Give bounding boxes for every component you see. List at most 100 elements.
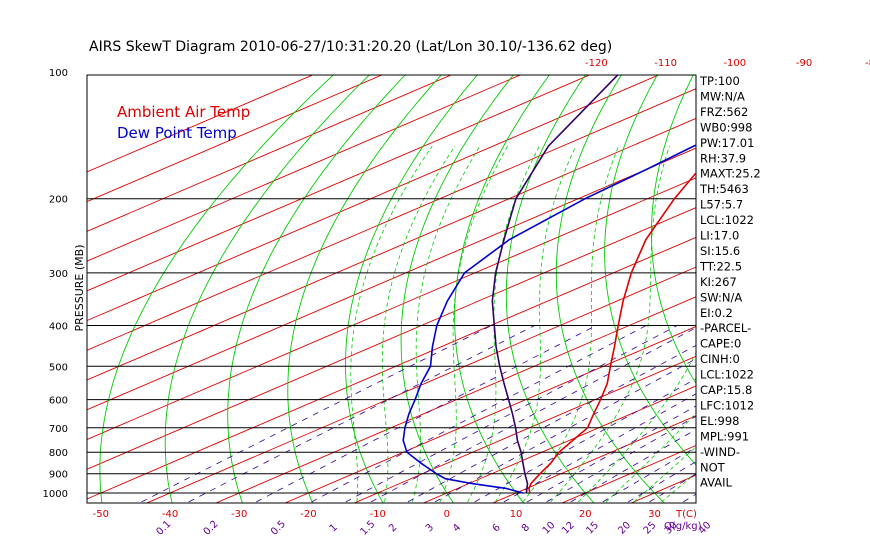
mixing-ratio-label: 4 [451, 522, 463, 534]
mixing-ratio-line [188, 325, 535, 503]
isotherm-line [422, 385, 696, 503]
isotherm-line [87, 75, 453, 232]
dry-adiabat-line [164, 75, 370, 503]
stability-index-text: WB0:998 [700, 120, 752, 134]
isotherm-line [491, 415, 696, 503]
stability-index-text: FRZ:562 [700, 105, 748, 119]
isotherm-line [87, 75, 383, 203]
mixing-ratio-label: 8 [520, 522, 532, 534]
pressure-tick-label: 200 [49, 195, 68, 206]
legend-ambient-air-temp: Ambient Air Temp [117, 103, 250, 121]
isotherm-line [87, 177, 696, 440]
stability-index-text: EL:998 [700, 414, 740, 428]
mixing-ratio-label: 10 [541, 520, 558, 537]
dry-adiabat-line [866, 65, 870, 511]
stability-index-text: CAP:15.8 [700, 383, 752, 397]
stability-index-text: TH:5463 [699, 182, 749, 196]
mixing-ratio-label: 12 [560, 520, 577, 537]
dry-adiabat-line [651, 75, 696, 385]
bottom-temp-tick-label: -40 [162, 509, 178, 520]
stability-index-text: PW:17.01 [700, 136, 754, 150]
mixing-ratio-label: 1.5 [359, 519, 378, 538]
top-temp-tick-label: -120 [585, 58, 608, 69]
stability-index-text: SI:15.6 [700, 244, 740, 258]
stability-index-text: NOT [700, 460, 726, 474]
bottom-temp-tick-label: -20 [300, 509, 316, 520]
top-temp-tick-label: -100 [723, 58, 746, 69]
pressure-tick-label: 100 [49, 68, 68, 79]
isotherm-line [87, 147, 696, 411]
bottom-temp-tick-label: -50 [93, 509, 109, 520]
mixing-ratio-label: 15 [584, 520, 601, 537]
pressure-tick-label: 600 [49, 396, 68, 407]
stability-index-text: MAXT:25.2 [700, 167, 761, 181]
mixing-ratio-line [503, 393, 696, 503]
stability-index-text: MPL:991 [700, 429, 749, 443]
temperature-unit-label: T(C) [675, 509, 697, 520]
mixing-ratio-label: 2 [387, 522, 399, 534]
bottom-temp-tick-label: 20 [579, 509, 592, 520]
dry-adiabat-line [287, 75, 442, 503]
dry-adiabat-line [784, 65, 870, 511]
mixing-ratio-line [649, 473, 696, 503]
pressure-tick-label: 1000 [43, 489, 68, 500]
bottom-temp-tick-label: 0 [444, 509, 450, 520]
mixing-ratio-label: 0.5 [269, 519, 288, 538]
mixing-ratio-label: 0.2 [202, 519, 221, 538]
bottom-temp-tick-label: 30 [648, 509, 661, 520]
mixing-ratio-line [628, 461, 696, 503]
legend-dew-point-temp: Dew Point Temp [117, 124, 237, 142]
top-temp-tick-label: -110 [654, 58, 677, 69]
stability-index-text: LI:17.0 [700, 229, 739, 243]
isotherm-line [752, 63, 870, 511]
pressure-axis-label: PRESSURE (MB) [73, 245, 86, 332]
moist-adiabat-line [381, 145, 456, 502]
moist-adiabat-line [633, 446, 696, 503]
dry-adiabat-line [604, 75, 696, 466]
mixing-ratio-label: 3 [424, 522, 436, 534]
stability-index-text: -PARCEL- [700, 321, 751, 335]
dry-adiabat-line [400, 75, 514, 503]
stability-index-text: LCL:1022 [700, 368, 754, 382]
isotherm-line [87, 75, 314, 173]
isotherm-line [87, 75, 522, 262]
stability-index-text: EI:0.2 [700, 306, 733, 320]
chart-title: AIRS SkewT Diagram 2010-06-27/10:31:20.2… [89, 39, 612, 55]
pressure-tick-label: 700 [49, 424, 68, 435]
isotherm-line [87, 88, 696, 351]
mixing-ratio-line [256, 325, 597, 503]
mixing-ratio-label: 20 [616, 520, 633, 537]
pressure-tick-label: 900 [49, 470, 68, 481]
dry-adiabat-line [825, 65, 870, 511]
dew-point-temp-line [402, 144, 696, 494]
stability-index-text: CINH:0 [700, 352, 740, 366]
isotherm-line [353, 355, 696, 503]
isobar-lines [86, 74, 697, 504]
parcel-line [491, 75, 619, 494]
moist-adiabat-line [439, 145, 509, 503]
mixing-ratio-label: 1 [328, 522, 340, 534]
bottom-temp-tick-label: 10 [510, 509, 523, 520]
mixing-ratio-line [370, 327, 696, 503]
isotherm-line [87, 75, 660, 322]
pressure-tick-label: 800 [49, 448, 68, 459]
stability-index-text: MW:N/A [700, 89, 745, 103]
stability-index-text: TP:100 [699, 74, 740, 88]
stability-index-text: AVAIL [700, 476, 733, 490]
ambient-air-temp-line [528, 171, 696, 494]
plot-frame [86, 74, 697, 504]
stability-index-text: CAPE:0 [700, 337, 741, 351]
dry-adiabat-line [99, 75, 334, 503]
dry-adiabat-line [227, 75, 406, 503]
stability-index-text: KI:267 [700, 275, 737, 289]
bottom-temp-tick-label: -30 [231, 509, 247, 520]
dry-adiabat-line [741, 65, 870, 511]
sounding-series [402, 75, 696, 494]
isotherm-line [87, 75, 591, 292]
stability-index-text: L57:5.7 [700, 198, 743, 212]
dry-adiabat-line [505, 75, 595, 503]
dry-adiabat-line [345, 75, 478, 503]
pressure-tick-label: 500 [49, 362, 68, 373]
